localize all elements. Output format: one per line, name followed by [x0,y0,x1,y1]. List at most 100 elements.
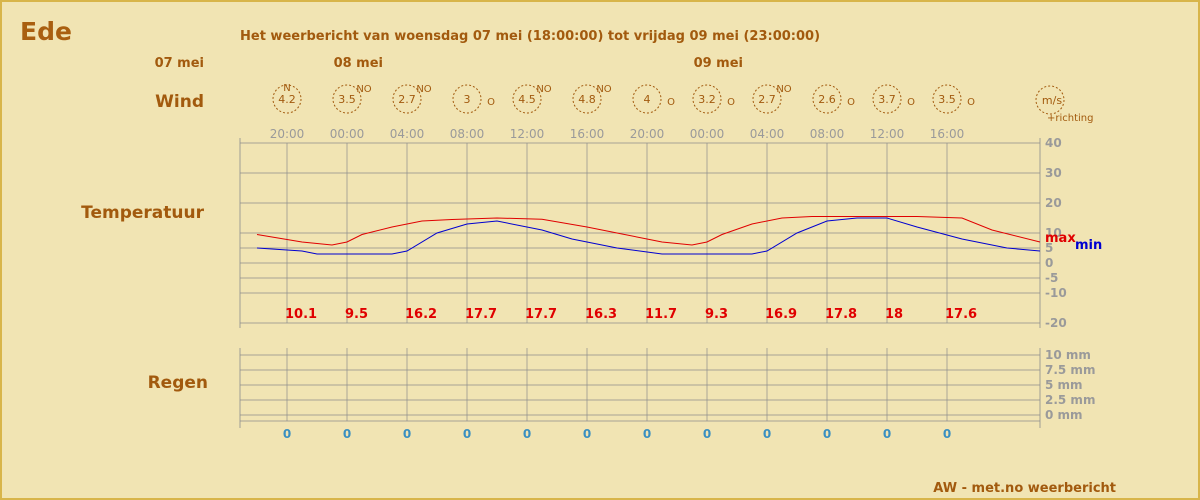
temperature-grid [239,138,1041,328]
wind-direction: O [727,97,735,108]
wind-speed: 2.7 [758,93,776,106]
time-tick-label: 12:00 [510,127,545,141]
date-label: 08 mei [334,56,383,71]
rain-value: 0 [523,427,531,441]
temp-value-label: 17.8 [825,307,857,322]
wind-direction: NO [596,84,611,95]
rain-grid [239,348,1041,428]
temp-value-label: 17.7 [525,307,557,322]
wind-direction: O [847,97,855,108]
wind-circle [452,84,482,114]
temp-y-tick: 20 [1045,196,1062,210]
rain-value: 0 [643,427,651,441]
temp-y-tick: 5 [1045,241,1053,255]
temp-y-tick: 10 [1045,226,1062,240]
wind-circle [332,84,362,114]
wind-section-label: Wind [155,92,204,112]
rain-value: 0 [343,427,351,441]
time-tick-label: 20:00 [630,127,665,141]
date-label: 09 mei [694,56,743,71]
wind-speed: 3 [464,93,471,106]
credit-label: AW - met.no weerbericht [933,481,1116,496]
min-temperature-line [256,217,1041,255]
wind-speed: 3.2 [698,93,716,106]
rain-value: 0 [943,427,951,441]
wind-circle [632,84,662,114]
wind-legend-circle [1035,85,1065,115]
wind-direction: O [487,97,495,108]
time-tick-label: 00:00 [330,127,365,141]
wind-legend-unit: m/s [1042,94,1062,107]
temp-value-label: 18 [885,307,903,322]
rain-y-tick: 5 mm [1045,378,1083,392]
time-tick-label: 20:00 [270,127,305,141]
time-tick-label: 00:00 [690,127,725,141]
date-label: 07 mei [155,56,204,71]
rain-value: 0 [283,427,291,441]
wind-legend-direction: +richting [1047,113,1094,124]
rain-value: 0 [583,427,591,441]
wind-direction: NO [776,84,791,95]
forecast-header: Het weerbericht van woensdag 07 mei (18:… [240,29,820,44]
time-tick-label: 04:00 [390,127,425,141]
temp-value-label: 9.3 [705,307,728,322]
wind-speed: 4 [644,93,651,106]
wind-direction: NO [356,84,371,95]
time-tick-label: 16:00 [930,127,965,141]
date-labels: 07 mei 08 mei 09 mei [155,56,743,71]
wind-direction: NO [416,84,431,95]
location-title: Ede [20,17,72,46]
wind-direction: O [667,97,675,108]
legend-max: max [1045,231,1076,246]
rain-value: 0 [703,427,711,441]
wind-direction: O [967,97,975,108]
wind-speed: 4.8 [578,93,596,106]
wind-circle [872,84,902,114]
temp-value-label: 17.6 [945,307,977,322]
temp-value-label: 16.3 [585,307,617,322]
wind-circle [752,84,782,114]
wind-circle [812,84,842,114]
time-tick-label: 08:00 [810,127,845,141]
rain-y-tick: 7.5 mm [1045,363,1095,377]
wind-speed: 3.5 [338,93,356,106]
temp-value-label: 11.7 [645,307,677,322]
wind-speed: 2.7 [398,93,416,106]
temp-value-label: 16.9 [765,307,797,322]
rain-y-axis: 10 mm7.5 mm5 mm2.5 mm0 mm [1045,348,1095,422]
temp-y-tick: 40 [1045,136,1062,150]
wind-speed: 4.5 [518,93,536,106]
temperature-section-label: Temperatuur [81,203,204,223]
temp-y-tick: 0 [1045,256,1053,270]
wind-speed: 2.6 [818,93,836,106]
rain-value-labels: 0 0 0 0 0 0 0 0 0 0 0 0 [283,427,951,441]
time-tick-label: 16:00 [570,127,605,141]
temperature-lines [256,216,1041,255]
wind-circle [572,84,602,114]
temperature-value-labels: 10.1 9.5 16.2 17.7 17.7 16.3 11.7 9.3 16.9 17.8 18… [285,307,977,322]
temp-y-tick: -5 [1045,271,1058,285]
max-temperature-line [256,216,1041,246]
wind-speed: 4.2 [278,93,296,106]
time-tick-label: 08:00 [450,127,485,141]
time-tick-label: 04:00 [750,127,785,141]
rain-value: 0 [763,427,771,441]
rain-value: 0 [823,427,831,441]
temp-y-tick: -20 [1045,316,1067,330]
wind-direction: N [283,83,290,94]
time-tick-label: 12:00 [870,127,905,141]
rain-value: 0 [463,427,471,441]
wind-speed: 3.7 [878,93,896,106]
temp-value-label: 17.7 [465,307,497,322]
rain-y-tick: 10 mm [1045,348,1091,362]
temp-value-label: 9.5 [345,307,368,322]
wind-circle [272,84,302,114]
wind-direction: NO [536,84,551,95]
rain-section-label: Regen [148,373,208,393]
wind-circle [932,84,962,114]
rain-value: 0 [403,427,411,441]
wind-circle [692,84,722,114]
